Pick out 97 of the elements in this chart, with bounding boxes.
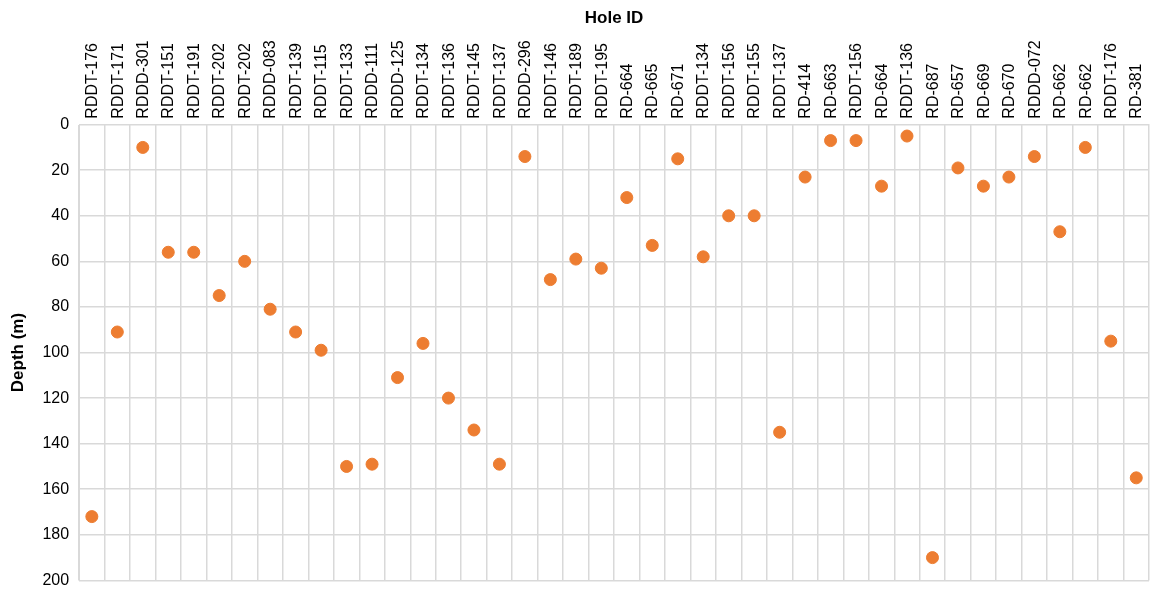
x-tick-label: RDDT-134 [414, 42, 432, 119]
point [263, 302, 277, 316]
x-tick-label: RDDT-171 [108, 42, 126, 119]
point [976, 179, 990, 193]
x-tick-label: RD-664 [617, 63, 635, 119]
point [187, 245, 201, 259]
x-tick-label: RD-665 [643, 63, 661, 119]
x-tick-label: RD-664 [872, 63, 890, 119]
x-tick-label: RDDT-202 [210, 42, 228, 119]
point [85, 510, 99, 524]
y-tick-label: 160 [42, 479, 70, 497]
point [773, 425, 787, 439]
y-tick-label: 60 [51, 251, 70, 269]
point [1104, 334, 1118, 348]
x-tick-label: RDDT-195 [592, 42, 610, 119]
x-tick-label: RDDT-136 [439, 42, 457, 119]
point [289, 325, 303, 339]
x-tick-label: RDDT-145 [465, 42, 483, 119]
point [441, 391, 455, 405]
x-axis-title: Hole ID [584, 7, 644, 27]
y-tick-label: 80 [51, 297, 70, 315]
point [136, 140, 150, 154]
point [645, 238, 659, 252]
x-tick-label: RDDT-134 [694, 42, 712, 119]
x-tick-label: RD-662 [1051, 63, 1069, 119]
y-tick-label: 0 [60, 115, 70, 133]
x-tick-label: RDDT-133 [337, 42, 355, 119]
point [212, 289, 226, 303]
x-tick-label: RDDT-191 [184, 42, 202, 119]
point [543, 273, 557, 287]
point [1027, 150, 1041, 164]
x-tick-label: RD-414 [796, 63, 814, 119]
point [238, 254, 252, 268]
x-tick-label: RDDD-125 [388, 40, 406, 119]
y-tick-label: 140 [42, 434, 70, 452]
x-tick-label: RDDT-151 [159, 42, 177, 119]
x-tick-label: RDDD-072 [1025, 40, 1043, 119]
x-tick-label: RDDT-156 [847, 42, 865, 119]
point [594, 261, 608, 275]
point [391, 371, 405, 385]
point [696, 250, 710, 264]
x-tick-label: RDDT-189 [567, 42, 585, 119]
y-tick-label: 180 [42, 525, 70, 543]
x-tick-label: RD-381 [1127, 63, 1145, 119]
x-tick-label: RDDD-083 [261, 40, 279, 119]
point [798, 170, 812, 184]
x-tick-label: RD-670 [1000, 63, 1018, 119]
point [1053, 225, 1067, 239]
point [747, 209, 761, 223]
x-tick-label: RDDT-202 [235, 42, 253, 119]
x-tick-label: RDDT-136 [898, 42, 916, 119]
x-tick-label: RD-671 [668, 63, 686, 119]
point [110, 325, 124, 339]
point [824, 134, 838, 148]
x-tick-label: RDDT-146 [541, 42, 559, 119]
point [161, 245, 175, 259]
x-tick-label: RDDD-111 [363, 42, 381, 119]
point [492, 457, 506, 471]
x-tick-label: RDDT-155 [745, 42, 763, 119]
x-tick-label: RDDT-137 [770, 42, 788, 119]
point [314, 343, 328, 357]
point [467, 423, 481, 437]
point [620, 191, 634, 205]
x-tick-label: RDDT-176 [1102, 42, 1119, 119]
point [1078, 140, 1092, 154]
x-tick-label: RD-669 [974, 63, 992, 119]
x-tick-label: RD-657 [949, 63, 967, 119]
point [925, 551, 939, 565]
x-tick-label: RDDD-301 [133, 40, 151, 119]
x-tick-label: RDDD-296 [516, 40, 534, 119]
point [951, 161, 965, 175]
point [722, 209, 736, 223]
point [518, 150, 532, 164]
x-tick-label: RDDT-115 [312, 44, 330, 119]
y-tick-label: 40 [51, 206, 70, 224]
x-tick-label: RD-662 [1076, 63, 1094, 119]
point [671, 152, 685, 166]
x-tick-label: RDDT-176 [83, 42, 101, 119]
point [875, 179, 889, 193]
y-axis-title: Depth (m) [7, 312, 27, 393]
point [849, 134, 863, 148]
point [340, 459, 354, 473]
y-tick-label: 200 [42, 570, 70, 588]
y-tick-label: 120 [42, 388, 70, 406]
point [1002, 170, 1016, 184]
x-tick-label: RDDT-156 [719, 42, 737, 119]
point [1129, 471, 1143, 485]
point [569, 252, 583, 266]
y-tick-label: 20 [51, 160, 70, 178]
x-tick-label: RDDT-137 [490, 42, 508, 119]
point [365, 457, 379, 471]
point [416, 336, 430, 350]
y-tick-label: 100 [42, 342, 70, 360]
x-tick-label: RD-663 [821, 63, 839, 119]
point [900, 129, 914, 143]
x-tick-label: RDDT-139 [286, 42, 304, 119]
x-tick-label: RD-687 [923, 63, 941, 119]
